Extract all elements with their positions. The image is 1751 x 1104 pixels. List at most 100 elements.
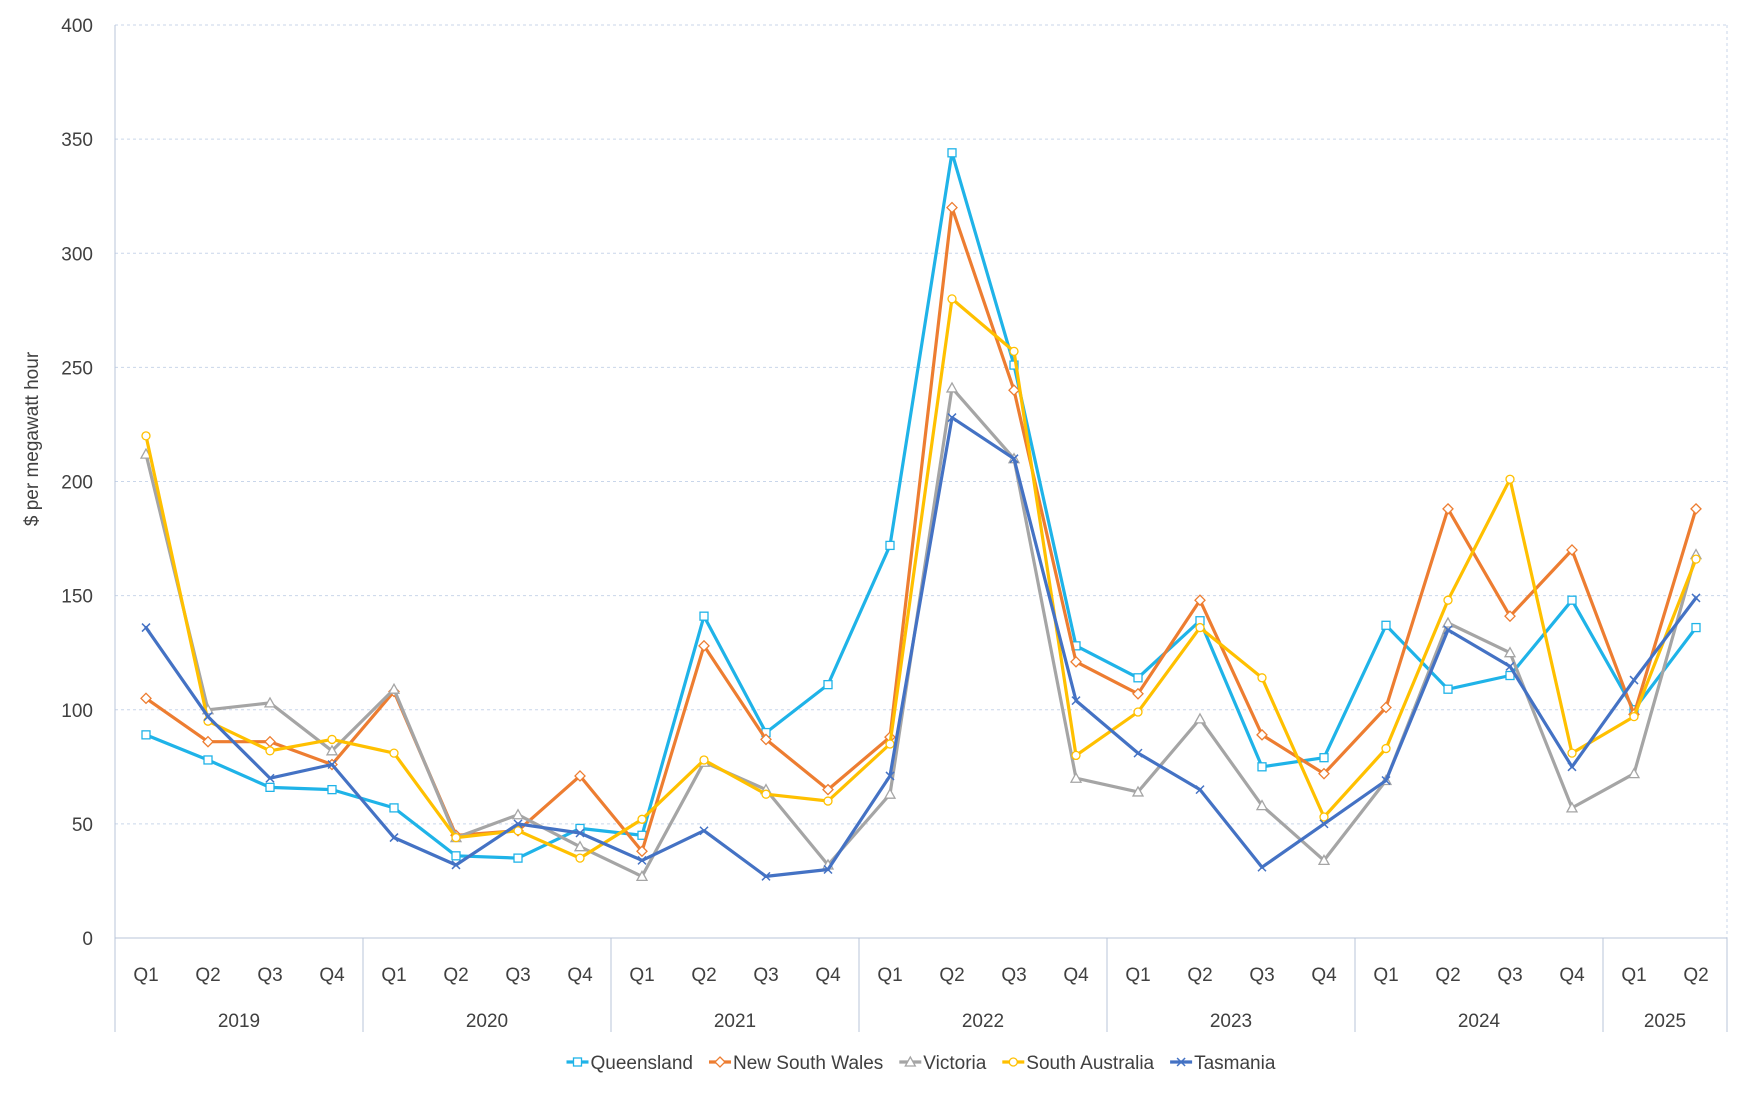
data-point [1503,646,1517,658]
data-point [389,803,399,813]
data-point [1319,812,1329,822]
legend-marker [572,1057,583,1067]
data-point [1504,610,1516,623]
data-point [823,679,833,690]
data-point [1442,502,1454,515]
x-tick-label: Q4 [815,965,841,986]
y-tick-label: 250 [61,358,93,379]
data-point [263,696,277,708]
data-point [1071,750,1081,761]
legend-label: Tasmania [1194,1053,1276,1074]
data-point [945,381,959,393]
data-point [513,819,523,829]
legend-label: Victoria [923,1053,986,1074]
y-tick-label: 200 [61,473,93,494]
data-point [1133,748,1143,758]
x-tick-label: Q1 [877,965,902,986]
data-point [203,755,213,765]
x-tick-label: Q4 [319,965,345,986]
data-point [451,832,461,843]
y-tick-label: 50 [72,815,93,836]
x-tick-label: Q4 [1559,965,1585,986]
data-point [511,808,525,820]
data-point [1567,748,1577,758]
data-point [823,864,833,875]
legend-marker [904,1055,917,1067]
data-point [513,826,523,836]
data-point [1319,753,1329,763]
series-victoria [139,381,1703,882]
data-point [1256,728,1268,741]
y-axis-labels: 0 50 100 150 200 250 300 350 400 [61,16,93,950]
data-point [1133,707,1143,717]
data-point [1009,346,1019,357]
x-year-label: 2025 [1644,1011,1686,1032]
data-point [1380,701,1392,714]
data-point [451,860,461,870]
y-axis-title: $ per megawatt hour [22,351,43,526]
data-point [637,855,647,865]
legend-label: New South Wales [733,1053,883,1074]
data-point [1381,620,1391,630]
legend-item: Victoria [899,1053,987,1074]
data-point [1691,622,1701,633]
y-tick-label: 400 [61,16,93,37]
legend: Queensland New South Wales Victoria South A… [566,1053,1276,1074]
x-year-label: 2024 [1458,1011,1501,1032]
series-south-australia [141,294,1701,863]
data-point [635,870,649,882]
legend-item: South Australia [1002,1053,1155,1074]
data-point [1381,775,1391,786]
x-year-label: 2021 [714,1011,756,1032]
x-tick-label: Q1 [133,965,158,986]
data-point [1257,862,1267,872]
data-point [1567,762,1577,772]
data-point [265,746,275,756]
data-point [1318,767,1330,780]
data-point [698,639,710,652]
x-tick-label: Q2 [195,965,220,986]
series-line-queensland [144,151,1698,860]
x-tick-label: Q1 [1373,965,1398,986]
legend-item: Tasmania [1170,1053,1276,1074]
series-queensland [141,148,1701,863]
data-point [1690,502,1702,515]
data-point [389,833,399,843]
data-point [451,851,461,861]
data-point [141,623,151,633]
data-point [140,692,152,705]
data-point [885,739,895,749]
data-point [1629,711,1639,722]
data-point [1195,785,1205,795]
data-point [1443,625,1453,635]
x-tick-label: Q4 [1311,965,1337,986]
x-tick-label: Q4 [567,965,593,986]
data-point [1319,819,1329,829]
data-point [1193,712,1207,724]
data-point [947,148,957,158]
x-year-label: 2020 [466,1011,508,1032]
y-tick-label: 150 [61,587,93,608]
data-point [1317,854,1331,866]
data-point [636,845,648,858]
data-point [389,748,399,758]
legend-marker [714,1056,726,1068]
data-point [265,782,275,793]
data-point [327,759,337,770]
data-point [387,682,401,694]
data-point [637,814,647,824]
data-point [1627,767,1641,779]
data-point [1008,384,1020,397]
series-line-south-australia [144,297,1698,860]
axes [114,25,1727,939]
data-point [203,712,213,722]
data-point [946,201,958,214]
y-tick-label: 100 [61,701,93,722]
x-year-label: 2019 [218,1011,260,1032]
data-point [1691,554,1701,564]
x-tick-label: Q1 [1125,965,1150,986]
x-tick-label: Q3 [753,965,778,986]
x-tick-label: Q2 [1435,965,1460,986]
data-point [1381,743,1391,754]
series-line-tasmania [144,416,1698,879]
